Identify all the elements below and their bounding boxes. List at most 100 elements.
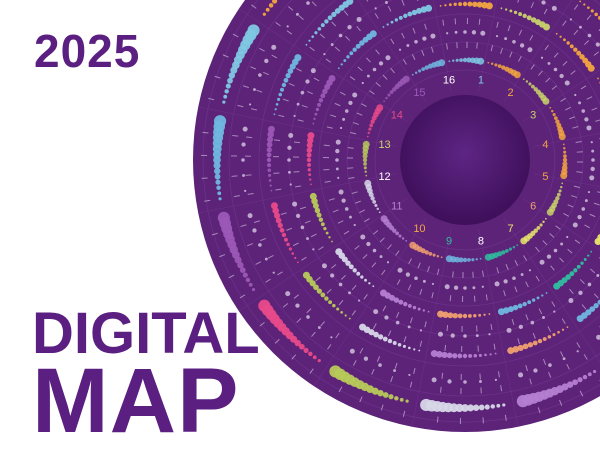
band-dot xyxy=(475,258,478,261)
tick-mark xyxy=(301,104,308,108)
band-dot xyxy=(314,31,318,35)
band-dot xyxy=(262,12,266,16)
tick-mark xyxy=(275,188,282,191)
tick-mark xyxy=(326,126,333,129)
band-dot xyxy=(462,313,468,319)
tick-mark xyxy=(211,232,218,236)
tick-mark xyxy=(545,77,551,83)
band-dot xyxy=(222,100,226,104)
tick-mark xyxy=(374,13,379,19)
sector-label: 1 xyxy=(478,75,484,87)
tick-mark xyxy=(375,82,381,87)
tick-mark xyxy=(593,293,599,299)
band-dot xyxy=(542,97,550,105)
tick-mark xyxy=(525,281,529,288)
band-dot xyxy=(512,304,519,311)
filler-dot xyxy=(342,117,346,121)
tick-mark xyxy=(332,209,339,213)
band-dot xyxy=(309,192,317,200)
filler-dot xyxy=(430,33,436,39)
filler-dot xyxy=(553,67,558,72)
band-dot xyxy=(452,353,458,359)
filler-dot xyxy=(581,109,586,113)
band-dot xyxy=(369,30,377,38)
tick-mark xyxy=(586,96,593,100)
band-dot xyxy=(559,35,562,38)
band-dot xyxy=(346,0,354,5)
band-dot xyxy=(303,347,309,353)
band-dot xyxy=(566,326,569,329)
sector-label: 7 xyxy=(507,223,513,235)
band-dot xyxy=(573,47,578,52)
filler-dot xyxy=(258,243,262,247)
band-dot xyxy=(432,253,436,257)
tick-mark xyxy=(518,56,522,62)
tick-mark xyxy=(449,295,452,302)
filler-dot xyxy=(397,267,403,273)
band-dot xyxy=(403,13,408,19)
band-dot xyxy=(214,167,221,175)
filler-dot xyxy=(589,175,595,181)
band-dot xyxy=(417,307,421,311)
band-dot xyxy=(386,23,389,26)
band-dot xyxy=(272,0,278,4)
tick-mark xyxy=(584,224,591,229)
band-dot xyxy=(448,60,451,63)
sector-label: 2 xyxy=(507,87,513,99)
band-dot xyxy=(424,65,429,70)
band-dot xyxy=(359,40,365,46)
filler-dot xyxy=(533,368,538,373)
band-dot xyxy=(508,247,512,251)
tick-mark xyxy=(569,288,574,294)
band-dot xyxy=(522,343,529,350)
tick-mark xyxy=(562,20,567,26)
tick-mark xyxy=(566,363,570,370)
filler-dot xyxy=(317,326,321,329)
filler-dot xyxy=(447,379,452,384)
band-dot xyxy=(522,13,527,19)
filler-dot xyxy=(296,102,300,106)
tick-mark xyxy=(297,119,304,122)
tick-mark xyxy=(525,365,528,372)
band-dot xyxy=(517,303,523,309)
filler-dot xyxy=(335,167,339,171)
band-dot xyxy=(307,168,311,172)
filler-dot xyxy=(244,189,247,192)
band-dot xyxy=(436,255,440,258)
filler-dot xyxy=(568,298,574,304)
filler-dot xyxy=(347,25,352,30)
band-dot xyxy=(285,72,291,79)
band-dot xyxy=(446,352,453,359)
band-dot xyxy=(561,182,564,185)
band-dot xyxy=(414,71,418,74)
band-dot xyxy=(306,147,313,153)
filler-dot xyxy=(579,25,582,29)
filler-dot xyxy=(454,30,458,34)
filler-dot xyxy=(341,198,346,203)
band-dot xyxy=(471,258,475,262)
band-dot xyxy=(494,63,498,67)
tick-mark xyxy=(337,220,344,224)
filler-dot xyxy=(348,291,351,295)
filler-dot xyxy=(494,281,500,287)
tick-mark xyxy=(514,260,519,266)
filler-dot xyxy=(247,213,253,219)
band-dot xyxy=(467,258,471,262)
tick-mark xyxy=(338,300,344,306)
band-dot xyxy=(572,379,578,386)
band-dot xyxy=(422,309,425,312)
band-dot xyxy=(425,4,433,12)
tick-mark xyxy=(315,276,321,282)
tick-mark xyxy=(390,67,395,74)
filler-dot xyxy=(584,117,589,122)
tick-mark xyxy=(338,386,343,393)
tick-mark xyxy=(372,230,379,235)
tick-mark xyxy=(293,141,300,144)
band-dot xyxy=(476,1,483,8)
tick-mark xyxy=(560,97,566,102)
band-dot xyxy=(412,305,417,310)
tick-mark xyxy=(232,33,239,38)
tick-mark xyxy=(233,195,240,198)
band-dot xyxy=(502,403,506,407)
tick-mark xyxy=(497,371,500,378)
